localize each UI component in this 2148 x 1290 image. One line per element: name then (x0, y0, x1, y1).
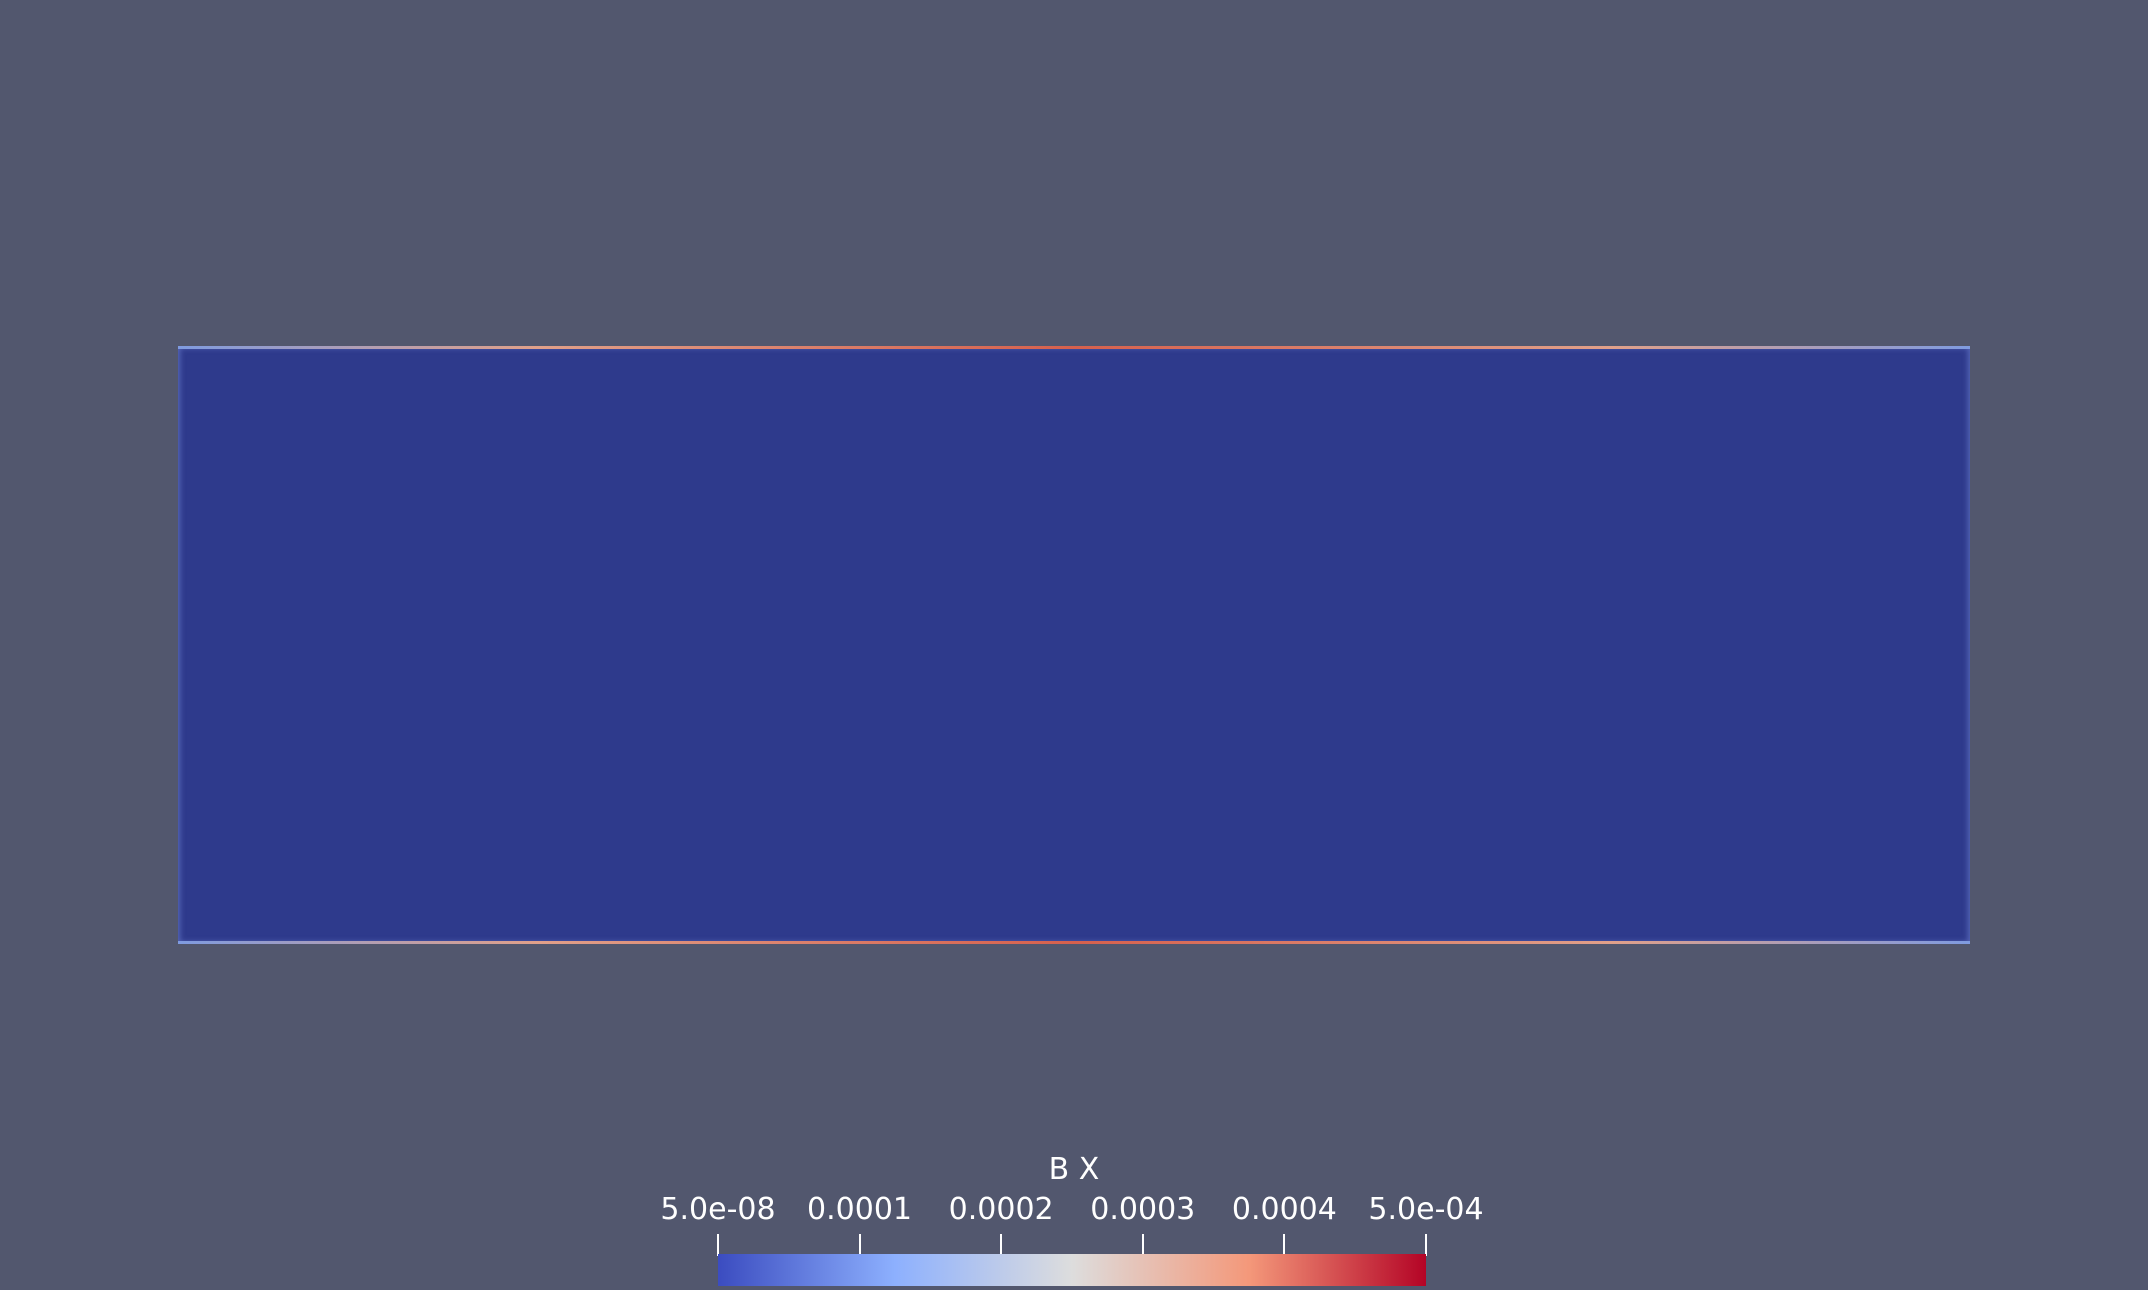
bottom-edge-highlight (178, 941, 1970, 944)
field-slab (178, 346, 1970, 944)
top-edge-highlight (178, 346, 1970, 349)
